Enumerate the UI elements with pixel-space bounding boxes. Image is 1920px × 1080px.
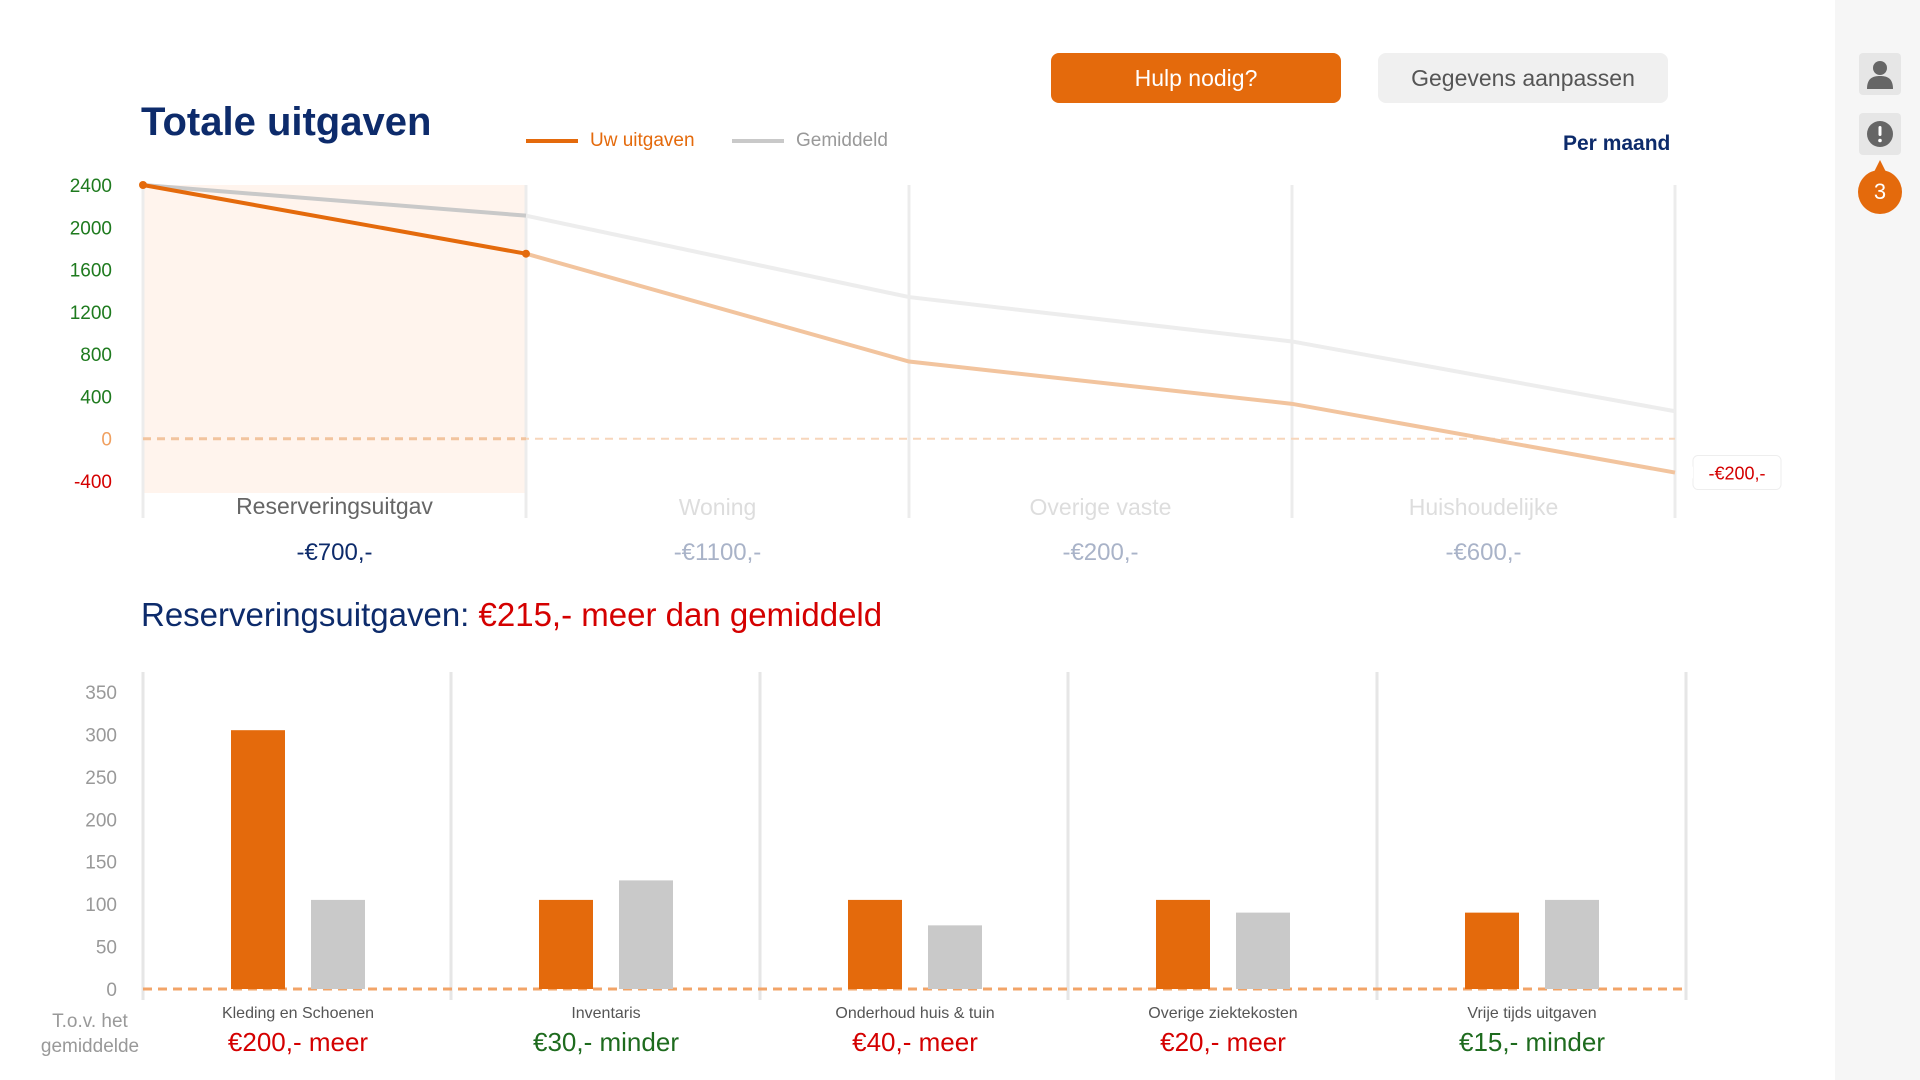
y-tick-label: 100 bbox=[85, 895, 117, 916]
y-tick-label: 800 bbox=[80, 345, 112, 366]
bar-yours bbox=[539, 899, 593, 989]
section-title: Reserveringsuitgaven: €215,- meer dan ge… bbox=[141, 596, 882, 634]
data-point-yours bbox=[522, 249, 530, 258]
y-tick-label: 400 bbox=[80, 387, 112, 408]
bar-yours bbox=[848, 899, 902, 989]
section-title-difference: €215,- meer dan gemiddeld bbox=[478, 596, 883, 633]
difference-label: €40,- meer bbox=[852, 1027, 978, 1057]
category-label: Woning bbox=[679, 494, 757, 520]
user-icon bbox=[1867, 61, 1893, 89]
end-value-label: -€200,- bbox=[1708, 464, 1765, 484]
help-button[interactable]: Hulp nodig? bbox=[1051, 53, 1341, 103]
active-category-highlight bbox=[143, 185, 526, 493]
total-spending-chart: 2400 2000 1600 1200 800 400 0 -400 -€200,- Reserv… bbox=[70, 176, 1782, 566]
y-tick-label: 200 bbox=[85, 810, 117, 831]
legend-label-average: Gemiddeld bbox=[796, 130, 888, 151]
x-tick-label: Inventaris bbox=[571, 1005, 640, 1022]
legend-average[interactable]: Gemiddeld bbox=[732, 130, 888, 152]
y-tick-label: 0 bbox=[106, 980, 117, 1001]
alert-icon bbox=[1867, 121, 1893, 147]
y-tick-label: -400 bbox=[74, 472, 112, 493]
bar-yours bbox=[1465, 912, 1519, 989]
y-tick-label: 1200 bbox=[70, 303, 112, 324]
y-tick-label: 350 bbox=[85, 683, 117, 704]
y-tick-label: 0 bbox=[101, 430, 112, 451]
series-line-yours-rest bbox=[525, 251, 1676, 475]
section-title-label: Reserveringsuitgaven: bbox=[141, 596, 470, 633]
category-amount: -€1100,- bbox=[674, 539, 762, 566]
category-label: Overige vaste bbox=[1030, 494, 1172, 520]
legend-yours[interactable]: Uw uitgaven bbox=[526, 130, 695, 152]
y-tick-label: 250 bbox=[85, 768, 117, 789]
bar-average bbox=[619, 880, 673, 989]
category-amount: -€700,- bbox=[296, 539, 372, 566]
end-value-tooltip-pointer bbox=[1685, 466, 1693, 479]
comparison-label-line1: T.o.v. het bbox=[52, 1011, 128, 1032]
legend-swatch-yours bbox=[526, 139, 578, 143]
series-line-average-rest bbox=[525, 213, 1676, 414]
x-tick-label: Onderhoud huis & tuin bbox=[835, 1005, 994, 1022]
alert-button[interactable] bbox=[1859, 113, 1901, 155]
period-selector[interactable]: Per maand bbox=[1563, 132, 1671, 155]
notification-badge[interactable]: 3 bbox=[1858, 160, 1902, 214]
page-title: Totale uitgaven bbox=[141, 100, 432, 144]
bar-yours bbox=[1156, 899, 1210, 989]
legend-swatch-average bbox=[732, 139, 784, 143]
difference-label: €15,- minder bbox=[1459, 1027, 1605, 1057]
difference-label: €200,- meer bbox=[228, 1027, 369, 1057]
x-tick-label: Vrije tijds uitgaven bbox=[1467, 1005, 1596, 1022]
edit-details-button[interactable]: Gegevens aanpassen bbox=[1378, 53, 1668, 103]
y-tick-label: 1600 bbox=[70, 261, 112, 282]
bar-average bbox=[928, 925, 982, 989]
category-label: Reserveringsuitgav bbox=[236, 493, 433, 519]
user-button[interactable] bbox=[1859, 53, 1901, 95]
x-tick-label: Overige ziektekosten bbox=[1148, 1005, 1297, 1022]
reserve-spending-bar-chart: 350 300 250 200 150 100 50 0 Kleding en Schoenen… bbox=[85, 672, 1688, 1057]
main-panel bbox=[0, 0, 1835, 1080]
category-amount: -€200,- bbox=[1062, 539, 1138, 566]
comparison-label: T.o.v. het gemiddelde bbox=[20, 1009, 160, 1059]
bar-yours bbox=[231, 730, 285, 989]
difference-label: €30,- minder bbox=[533, 1027, 679, 1057]
bar-average bbox=[1236, 912, 1290, 989]
y-tick-label: 50 bbox=[96, 938, 117, 959]
bar-average bbox=[1545, 899, 1599, 989]
category-label: Huishoudelijke bbox=[1409, 494, 1559, 520]
y-tick-label: 2400 bbox=[70, 176, 112, 197]
series-line-yours bbox=[142, 183, 527, 256]
y-tick-label: 2000 bbox=[70, 218, 112, 239]
legend-label-yours: Uw uitgaven bbox=[590, 130, 695, 151]
y-tick-label: 300 bbox=[85, 725, 117, 746]
comparison-label-line2: gemiddelde bbox=[40, 1036, 140, 1057]
y-tick-label: 150 bbox=[85, 853, 117, 874]
x-tick-label: Kleding en Schoenen bbox=[222, 1005, 374, 1022]
series-line-average bbox=[142, 183, 527, 218]
data-point-yours bbox=[139, 181, 147, 189]
category-amount: -€600,- bbox=[1445, 539, 1521, 566]
bar-average bbox=[311, 899, 365, 989]
difference-label: €20,- meer bbox=[1160, 1027, 1286, 1057]
